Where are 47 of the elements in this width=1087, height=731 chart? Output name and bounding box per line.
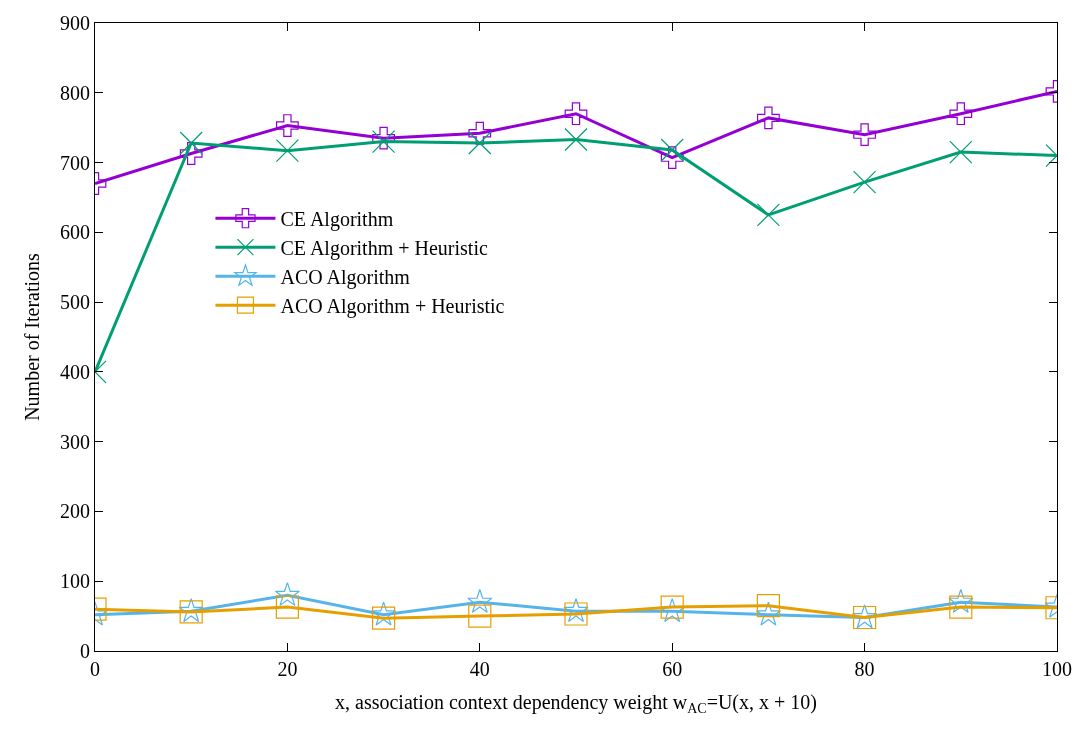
legend-label: ACO Algorithm (280, 265, 411, 289)
y-tick-label: 600 (60, 221, 90, 244)
point (371, 601, 397, 626)
x-tick-label: 80 (854, 658, 875, 680)
point (660, 138, 684, 162)
point (372, 606, 396, 630)
x-tick-label: 20 (277, 658, 298, 680)
x-tick-label: 60 (662, 658, 683, 680)
y-tick-label: 400 (60, 360, 90, 383)
point (564, 127, 588, 152)
point (179, 131, 203, 155)
legend-label: CE Algorithm + Heuristic (280, 236, 488, 260)
point (949, 102, 973, 126)
point (274, 581, 300, 606)
point (853, 170, 877, 194)
point (660, 146, 684, 170)
y-tick-label: 0 (80, 640, 90, 662)
point (756, 594, 780, 618)
x-tick-label: 100 (1042, 658, 1072, 680)
point (468, 131, 492, 155)
legend-label: ACO Algorithm + Heuristic (280, 294, 505, 318)
legend-label: CE Algorithm (280, 207, 394, 231)
y-tick-label: 800 (60, 81, 90, 104)
point (275, 595, 299, 619)
point (948, 588, 974, 613)
point (757, 106, 780, 130)
y-tick-label: 200 (60, 500, 90, 523)
point (179, 142, 203, 165)
point (755, 601, 781, 626)
y-tick-label: 500 (60, 291, 90, 314)
point (853, 123, 876, 147)
point (468, 604, 492, 628)
y-tick-label: 300 (60, 430, 90, 453)
point (564, 102, 588, 126)
y-axis-title: Number of Iterations (20, 252, 43, 421)
point (949, 595, 973, 619)
point (467, 588, 493, 613)
y-tick-label: 100 (60, 570, 90, 593)
point (949, 140, 973, 164)
y-tick-label: 700 (60, 151, 90, 174)
x-tick-label: 40 (469, 658, 490, 680)
point (468, 121, 492, 145)
point (276, 114, 299, 137)
point (756, 203, 780, 227)
point (275, 139, 299, 163)
y-tick-label: 900 (60, 12, 90, 34)
x-axis-title: x, association context dependency weight w$_{AC}$=U(x, x + 10) (335, 690, 817, 716)
